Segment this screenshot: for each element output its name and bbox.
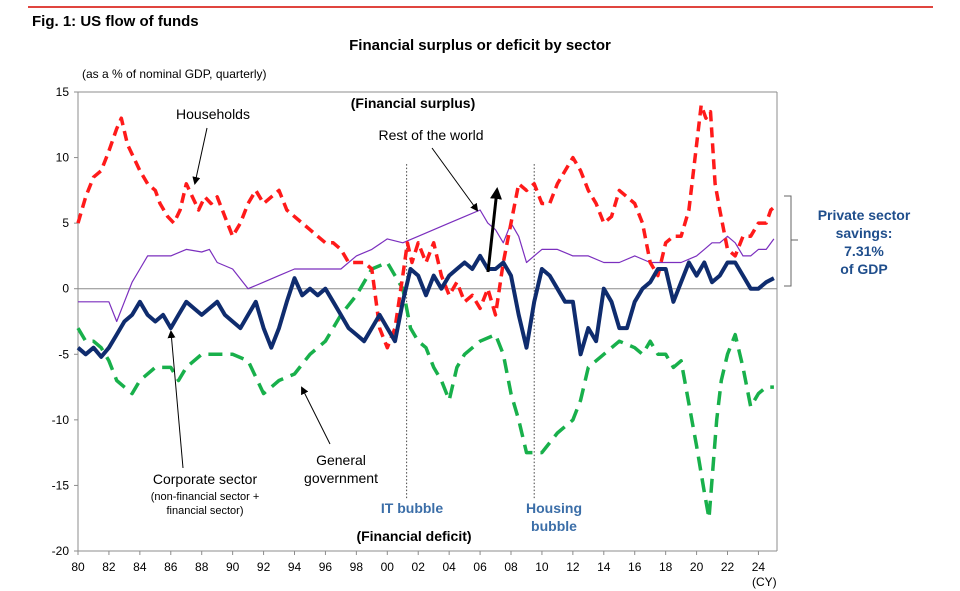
corporate-sublabel-2: financial sector) bbox=[166, 505, 243, 517]
y-tick-label: 10 bbox=[56, 151, 70, 165]
x-tick-label: 12 bbox=[566, 560, 580, 574]
annotation-arrows bbox=[167, 127, 798, 469]
x-tick-label: 84 bbox=[133, 560, 147, 574]
corporate-label: Corporate sector bbox=[153, 471, 258, 487]
government-arrow bbox=[301, 386, 331, 445]
x-tick-label: 80 bbox=[71, 560, 85, 574]
figure-label: Fig. 1: US flow of funds bbox=[32, 13, 199, 30]
top-rule bbox=[28, 6, 933, 8]
private-savings-trend-arrow bbox=[486, 187, 502, 273]
x-tick-label: 88 bbox=[195, 560, 209, 574]
rest-of-world-label: Rest of the world bbox=[378, 127, 483, 143]
series-line-corporate-sector bbox=[76, 253, 775, 359]
corporate-arrow bbox=[167, 330, 184, 469]
private-savings-label-4: of GDP bbox=[840, 261, 887, 277]
x-axis-unit: (CY) bbox=[752, 575, 777, 589]
x-tick-label: 00 bbox=[381, 560, 395, 574]
x-tick-label: 04 bbox=[442, 560, 456, 574]
series-line-rest-of-the-world bbox=[78, 209, 775, 323]
it-bubble-label: IT bubble bbox=[381, 500, 443, 516]
x-tick-label: 90 bbox=[226, 560, 240, 574]
housing-bubble-label-1: Housing bbox=[526, 500, 582, 516]
private-savings-label-2: savings: bbox=[836, 225, 893, 241]
corporate-sublabel-1: (non-financial sector + bbox=[151, 491, 260, 503]
x-tick-label: 92 bbox=[257, 560, 271, 574]
x-tick-label: 22 bbox=[721, 560, 735, 574]
x-tick-label: 86 bbox=[164, 560, 178, 574]
y-tick-label: -15 bbox=[52, 478, 70, 492]
private-savings-brace bbox=[784, 195, 798, 287]
housing-bubble-label-2: bubble bbox=[531, 518, 577, 534]
surplus-label: (Financial surplus) bbox=[351, 95, 475, 111]
x-tick-label: 16 bbox=[628, 560, 642, 574]
rest-of-world-arrow bbox=[431, 147, 479, 212]
chart-title: Financial surplus or deficit by sector bbox=[349, 37, 611, 54]
x-tick-label: 10 bbox=[535, 560, 549, 574]
x-tick-label: 14 bbox=[597, 560, 611, 574]
y-axis-label: (as a % of nominal GDP, quarterly) bbox=[82, 67, 267, 81]
y-tick-label: -20 bbox=[52, 544, 70, 558]
households-label: Households bbox=[176, 106, 250, 122]
deficit-label: (Financial deficit) bbox=[356, 528, 471, 544]
series-line-households bbox=[76, 103, 777, 350]
x-tick-label: 08 bbox=[504, 560, 518, 574]
x-tick-label: 24 bbox=[752, 560, 766, 574]
government-label-1: General bbox=[316, 452, 366, 468]
series-line-general-government bbox=[76, 260, 774, 520]
series-lines bbox=[76, 103, 777, 520]
government-label-2: government bbox=[304, 470, 378, 486]
y-tick-label: 0 bbox=[62, 282, 69, 296]
x-tick-label: 98 bbox=[350, 560, 364, 574]
x-tick-label: 94 bbox=[288, 560, 302, 574]
y-tick-label: -10 bbox=[52, 413, 70, 427]
x-tick-label: 06 bbox=[473, 560, 487, 574]
x-tick-label: 18 bbox=[659, 560, 673, 574]
y-tick-label: 15 bbox=[56, 85, 70, 99]
households-arrow bbox=[192, 127, 208, 185]
x-tick-label: 82 bbox=[102, 560, 116, 574]
y-tick-label: -5 bbox=[58, 347, 69, 361]
x-tick-label: 20 bbox=[690, 560, 704, 574]
x-tick-label: 02 bbox=[412, 560, 426, 574]
y-tick-label: 5 bbox=[62, 216, 69, 230]
x-tick-label: 96 bbox=[319, 560, 333, 574]
private-savings-value: 7.31% bbox=[844, 243, 884, 259]
private-savings-label-1: Private sector bbox=[818, 207, 911, 223]
